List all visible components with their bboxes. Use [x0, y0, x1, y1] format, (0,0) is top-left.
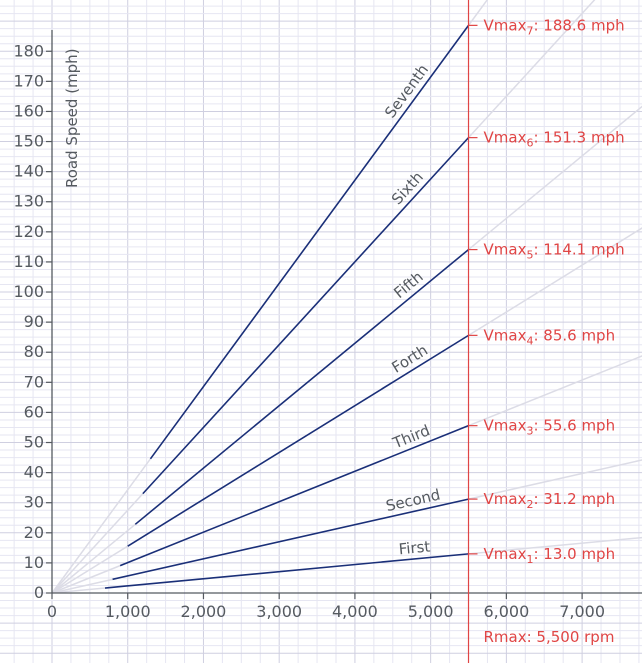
y-tick-label: 130	[13, 192, 44, 211]
y-tick-label: 100	[13, 282, 44, 301]
vmax-label-prefix: Vmax	[484, 241, 527, 259]
x-tick-label: 1,000	[105, 602, 151, 621]
vmax-label-value: : 114.1 mph	[533, 241, 624, 259]
vmax-label-prefix: Vmax	[484, 16, 527, 34]
vmax-label-value: : 31.2 mph	[533, 490, 615, 508]
gear-line-forth	[127, 334, 469, 547]
vmax-label-prefix: Vmax	[484, 129, 527, 147]
gear-label-first: First	[398, 537, 431, 558]
vmax-label: Vmax4: 85.6 mph	[484, 326, 616, 347]
vmax-label: Vmax2: 31.2 mph	[484, 490, 616, 511]
gear-line-extension	[468, 536, 642, 555]
gear-label-third: Third	[389, 421, 432, 452]
gear-line-seventh	[149, 24, 470, 460]
vmax-label-value: : 85.6 mph	[533, 326, 615, 344]
gear-line-extension	[51, 493, 144, 594]
vmax-label-subscript: 7	[526, 24, 533, 37]
gear-line-extension	[467, 0, 489, 26]
x-tick-label: 3,000	[256, 602, 302, 621]
vmax-label-subscript: 1	[526, 553, 533, 566]
vmax-label-prefix: Vmax	[484, 326, 527, 344]
gear-line-extension	[51, 587, 106, 594]
y-tick-label: 60	[24, 402, 44, 421]
gear-line-third	[119, 424, 469, 567]
gear-line-first	[104, 553, 469, 589]
x-tick-label: 5,000	[408, 602, 454, 621]
y-tick-label: 10	[24, 553, 44, 572]
gear-line-extension	[468, 355, 642, 427]
gear-label-seventh: Seventh	[381, 61, 432, 121]
y-tick-label: 50	[24, 433, 44, 452]
y-tick-label: 20	[24, 523, 44, 542]
y-tick-label: 150	[13, 132, 44, 151]
vmax-label-subscript: 6	[526, 137, 533, 150]
gear-line-extension	[51, 523, 136, 594]
y-tick-label: 90	[24, 312, 44, 331]
vmax-label: Vmax5: 114.1 mph	[484, 241, 625, 262]
x-tick-label: 6,000	[483, 602, 529, 621]
vmax-label-prefix: Vmax	[484, 545, 527, 563]
vmax-label-prefix: Vmax	[484, 417, 527, 435]
y-tick-label: 140	[13, 162, 44, 181]
gear-line-extension	[51, 578, 113, 594]
y-tick-label: 180	[13, 41, 44, 60]
gear-line-extension	[51, 564, 121, 594]
gear-line-fifth	[134, 248, 470, 525]
rmax-label: Rmax: 5,500 rpm	[484, 628, 615, 646]
gear-line-sixth	[142, 137, 470, 495]
y-axis-label: Road Speed (mph)	[63, 48, 81, 188]
y-tick-label: 70	[24, 372, 44, 391]
gear-line-second	[112, 498, 469, 581]
chart-axes: 0102030405060708090100110120130140150160…	[13, 30, 642, 621]
vmax-label-value: : 151.3 mph	[533, 129, 624, 147]
y-tick-label: 0	[34, 583, 44, 602]
y-tick-label: 160	[13, 101, 44, 120]
vmax-label-value: : 188.6 mph	[533, 16, 624, 34]
vmax-label-subscript: 3	[526, 425, 533, 438]
vmax-label-subscript: 5	[526, 249, 533, 262]
gear-line-extensions	[51, 0, 642, 594]
vmax-label-value: : 13.0 mph	[533, 545, 615, 563]
y-tick-label: 80	[24, 342, 44, 361]
y-tick-label: 120	[13, 222, 44, 241]
gear-line-extension	[467, 0, 596, 139]
gear-line-extension	[468, 105, 642, 251]
gear-line-extension	[468, 459, 642, 500]
vmax-label: Vmax6: 151.3 mph	[484, 129, 625, 150]
x-tick-label: 0	[47, 602, 57, 621]
vmax-label: Vmax1: 13.0 mph	[484, 545, 616, 566]
gear-line-extension	[51, 458, 152, 594]
y-tick-label: 110	[13, 252, 44, 271]
x-tick-label: 4,000	[332, 602, 378, 621]
vmax-label: Vmax3: 55.6 mph	[484, 417, 616, 438]
y-tick-label: 40	[24, 463, 44, 482]
vmax-label-value: : 55.6 mph	[533, 417, 615, 435]
vmax-label-subscript: 4	[526, 334, 533, 347]
gear-label-fifth: Fifth	[390, 268, 426, 302]
y-tick-label: 170	[13, 71, 44, 90]
x-tick-label: 2,000	[181, 602, 227, 621]
rmax-marker: Rmax: 5,500 rpm	[467, 0, 615, 663]
gear-line-extension	[468, 227, 642, 337]
vmax-label-subscript: 2	[526, 498, 533, 511]
vmax-label-prefix: Vmax	[484, 490, 527, 508]
gear-line-extension	[51, 545, 129, 594]
y-tick-label: 30	[24, 493, 44, 512]
vmax-label: Vmax7: 188.6 mph	[484, 16, 625, 37]
x-tick-label: 7,000	[559, 602, 605, 621]
